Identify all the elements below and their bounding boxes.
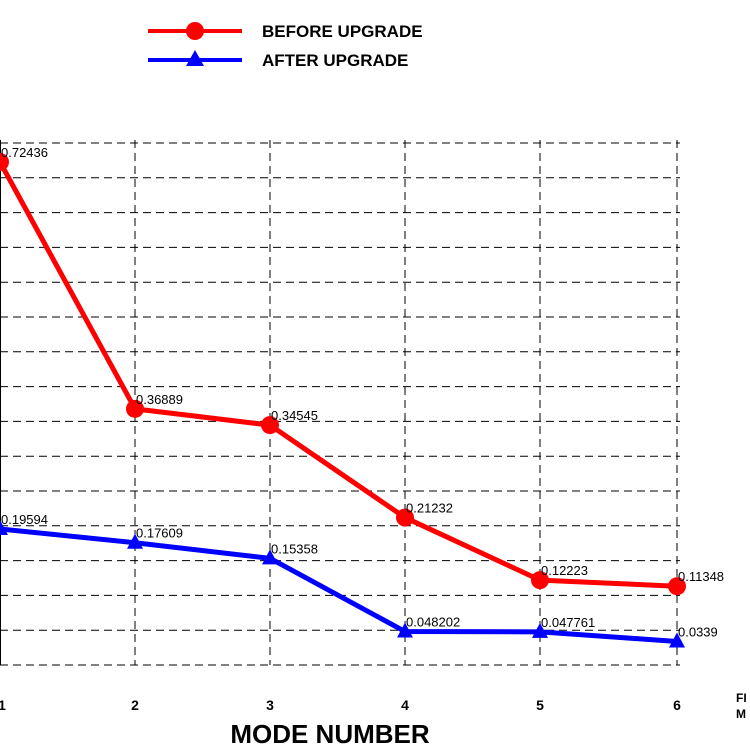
- point-after-3: [262, 549, 278, 565]
- point-before-2: [126, 399, 144, 418]
- data-label-before-4: 0.21232: [406, 501, 453, 516]
- point-after-5: [532, 622, 548, 638]
- point-before-5: [531, 571, 549, 590]
- edge-text-2: M: [736, 707, 746, 721]
- data-label-before-1: 0.72436: [1, 145, 48, 160]
- data-label-after-1: 0.19594: [1, 512, 48, 527]
- data-label-after-3: 0.15358: [271, 541, 318, 556]
- data-label-after-5: 0.047761: [541, 615, 595, 630]
- data-label-before-2: 0.36889: [136, 392, 183, 407]
- point-after-6: [669, 632, 685, 648]
- x-tick-label-2: 2: [131, 697, 139, 713]
- point-before-4: [396, 508, 414, 527]
- x-tick-label-5: 5: [536, 697, 544, 713]
- legend-marker-before: [186, 22, 204, 40]
- series-layer: 0.72436 0.36889 0.34545 0.21232 0.12223 0.113…: [0, 145, 724, 648]
- data-label-after-4: 0.048202: [406, 615, 460, 630]
- legend-marker-after: [186, 50, 204, 66]
- series-line-after: [0, 526, 678, 644]
- legend: BEFORE UPGRADE AFTER UPGRADE: [148, 22, 423, 70]
- grid: [0, 140, 680, 666]
- x-axis-title: MODE NUMBER: [230, 719, 430, 749]
- data-label-after-2: 0.17609: [136, 526, 183, 541]
- data-label-before-3: 0.34545: [271, 408, 318, 423]
- x-tick-label-4: 4: [401, 697, 409, 713]
- x-tick-label-1: 1: [0, 697, 6, 713]
- data-label-before-6: 0.11348: [678, 569, 724, 584]
- point-after-1: [0, 519, 8, 535]
- series-line-before: [0, 160, 678, 589]
- x-tick-label-6: 6: [673, 697, 681, 713]
- legend-label-before: BEFORE UPGRADE: [262, 22, 423, 41]
- x-tick-labels: 1 2 3 4 5 6: [0, 697, 681, 713]
- edge-text-1: FI: [736, 691, 747, 705]
- point-before-3: [261, 416, 279, 435]
- data-label-after-6: 0.0339: [678, 624, 718, 639]
- point-before-6: [668, 577, 686, 596]
- point-before-1: [0, 153, 9, 171]
- data-label-before-5: 0.12223: [541, 563, 588, 578]
- point-after-2: [127, 533, 143, 549]
- point-after-4: [397, 622, 413, 638]
- x-tick-label-3: 3: [266, 697, 274, 713]
- legend-label-after: AFTER UPGRADE: [262, 51, 408, 70]
